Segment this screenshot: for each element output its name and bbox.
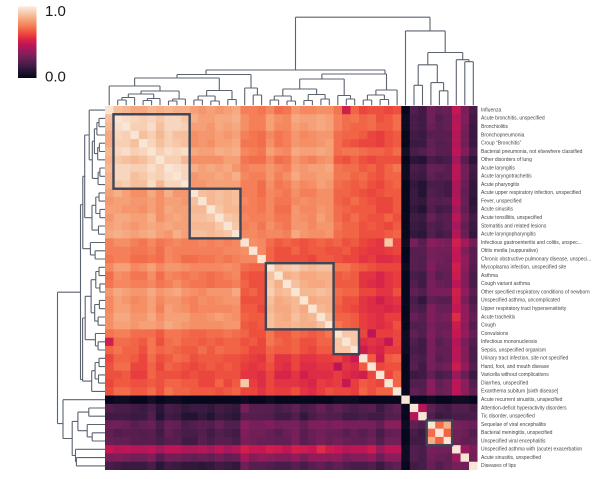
svg-text:Diseases of lips: Diseases of lips [481, 463, 517, 469]
svg-text:Sequelae of viral encephalitis: Sequelae of viral encephalitis [481, 422, 547, 428]
svg-text:Hand, foot, and mouth disease: Hand, foot, and mouth disease [481, 364, 549, 370]
svg-text:Bronchiolitis: Bronchiolitis [481, 124, 508, 130]
svg-text:Sepsis, unspecified organism: Sepsis, unspecified organism [481, 347, 546, 353]
svg-text:Infectious gastroenteritis and: Infectious gastroenteritis and colitis, … [481, 240, 582, 246]
svg-text:Urinary tract infection, site: Urinary tract infection, site not specif… [481, 356, 568, 362]
svg-text:Croup “Bronchitis”: Croup “Bronchitis” [481, 141, 522, 147]
svg-text:Bacterial meningitis, unspecif: Bacterial meningitis, unspecified [481, 430, 553, 436]
svg-text:Acute recurrent sinusitis, uns: Acute recurrent sinusitis, unspecified [481, 397, 563, 403]
svg-text:Infectious mononucleosis: Infectious mononucleosis [481, 339, 538, 345]
svg-text:Fever, unspecified: Fever, unspecified [481, 198, 522, 204]
svg-text:Chronic obstructive pulmonary: Chronic obstructive pulmonary disease, u… [481, 256, 591, 262]
svg-text:Acute upper respiratory infect: Acute upper respiratory infection, unspe… [481, 190, 581, 196]
svg-text:Otitis media (suppurative): Otitis media (suppurative) [481, 248, 538, 254]
svg-text:Acute pharyngitis: Acute pharyngitis [481, 182, 520, 188]
svg-text:Unspecified asthma, uncomplica: Unspecified asthma, uncomplicated [481, 298, 560, 304]
svg-text:Bronchopneumonia: Bronchopneumonia [481, 132, 525, 138]
svg-text:Acute sinusitis: Acute sinusitis [481, 207, 513, 213]
svg-text:Diarrhea, unspecified: Diarrhea, unspecified [481, 380, 528, 386]
svg-text:Varicella without complication: Varicella without complications [481, 372, 549, 378]
svg-text:Acute tracheitis: Acute tracheitis [481, 314, 516, 320]
svg-text:Acute tonsillitis, unspecified: Acute tonsillitis, unspecified [481, 215, 542, 221]
svg-text:Other disorders of lung: Other disorders of lung [481, 157, 532, 163]
svg-text:Cough variant asthma: Cough variant asthma [481, 281, 530, 287]
svg-text:Tic disorder, unspecified: Tic disorder, unspecified [481, 414, 535, 420]
svg-text:Acute sinusitis, unspecified: Acute sinusitis, unspecified [481, 455, 541, 461]
svg-text:0.0: 0.0 [45, 69, 66, 86]
svg-text:Unspecified asthma with (acute: Unspecified asthma with (acute) exacerba… [481, 447, 582, 453]
svg-text:Convulsions: Convulsions [481, 331, 509, 337]
svg-text:Stomatitis and related lesions: Stomatitis and related lesions [481, 223, 547, 229]
svg-text:Asthma: Asthma [481, 273, 498, 279]
svg-text:Mycoplasma infection, unspecif: Mycoplasma infection, unspecified site [481, 265, 567, 271]
svg-text:Upper respiratory tract hypers: Upper respiratory tract hypersensitivity [481, 306, 567, 312]
svg-text:Influenza: Influenza [481, 107, 502, 113]
svg-text:1.0: 1.0 [45, 3, 66, 20]
svg-text:Cough: Cough [481, 323, 496, 329]
svg-text:Bacterial pneumonia, not elsew: Bacterial pneumonia, not elsewhere class… [481, 149, 583, 155]
svg-text:Other specified respiratory co: Other specified respiratory conditions o… [481, 289, 590, 295]
svg-text:Exanthema subitum [sixth disea: Exanthema subitum [sixth disease] [481, 389, 559, 395]
svg-text:Acute laryngopharyngitis: Acute laryngopharyngitis [481, 232, 536, 238]
svg-text:Acute bronchitis, unspecified: Acute bronchitis, unspecified [481, 116, 545, 122]
svg-text:Acute laryngitis: Acute laryngitis [481, 165, 515, 171]
svg-text:Acute laryngotracheitis: Acute laryngotracheitis [481, 174, 532, 180]
svg-text:Unspecified viral encephalitis: Unspecified viral encephalitis [481, 438, 546, 444]
svg-text:Attention-deficit hyperactivit: Attention-deficit hyperactivity disorder… [481, 405, 567, 411]
